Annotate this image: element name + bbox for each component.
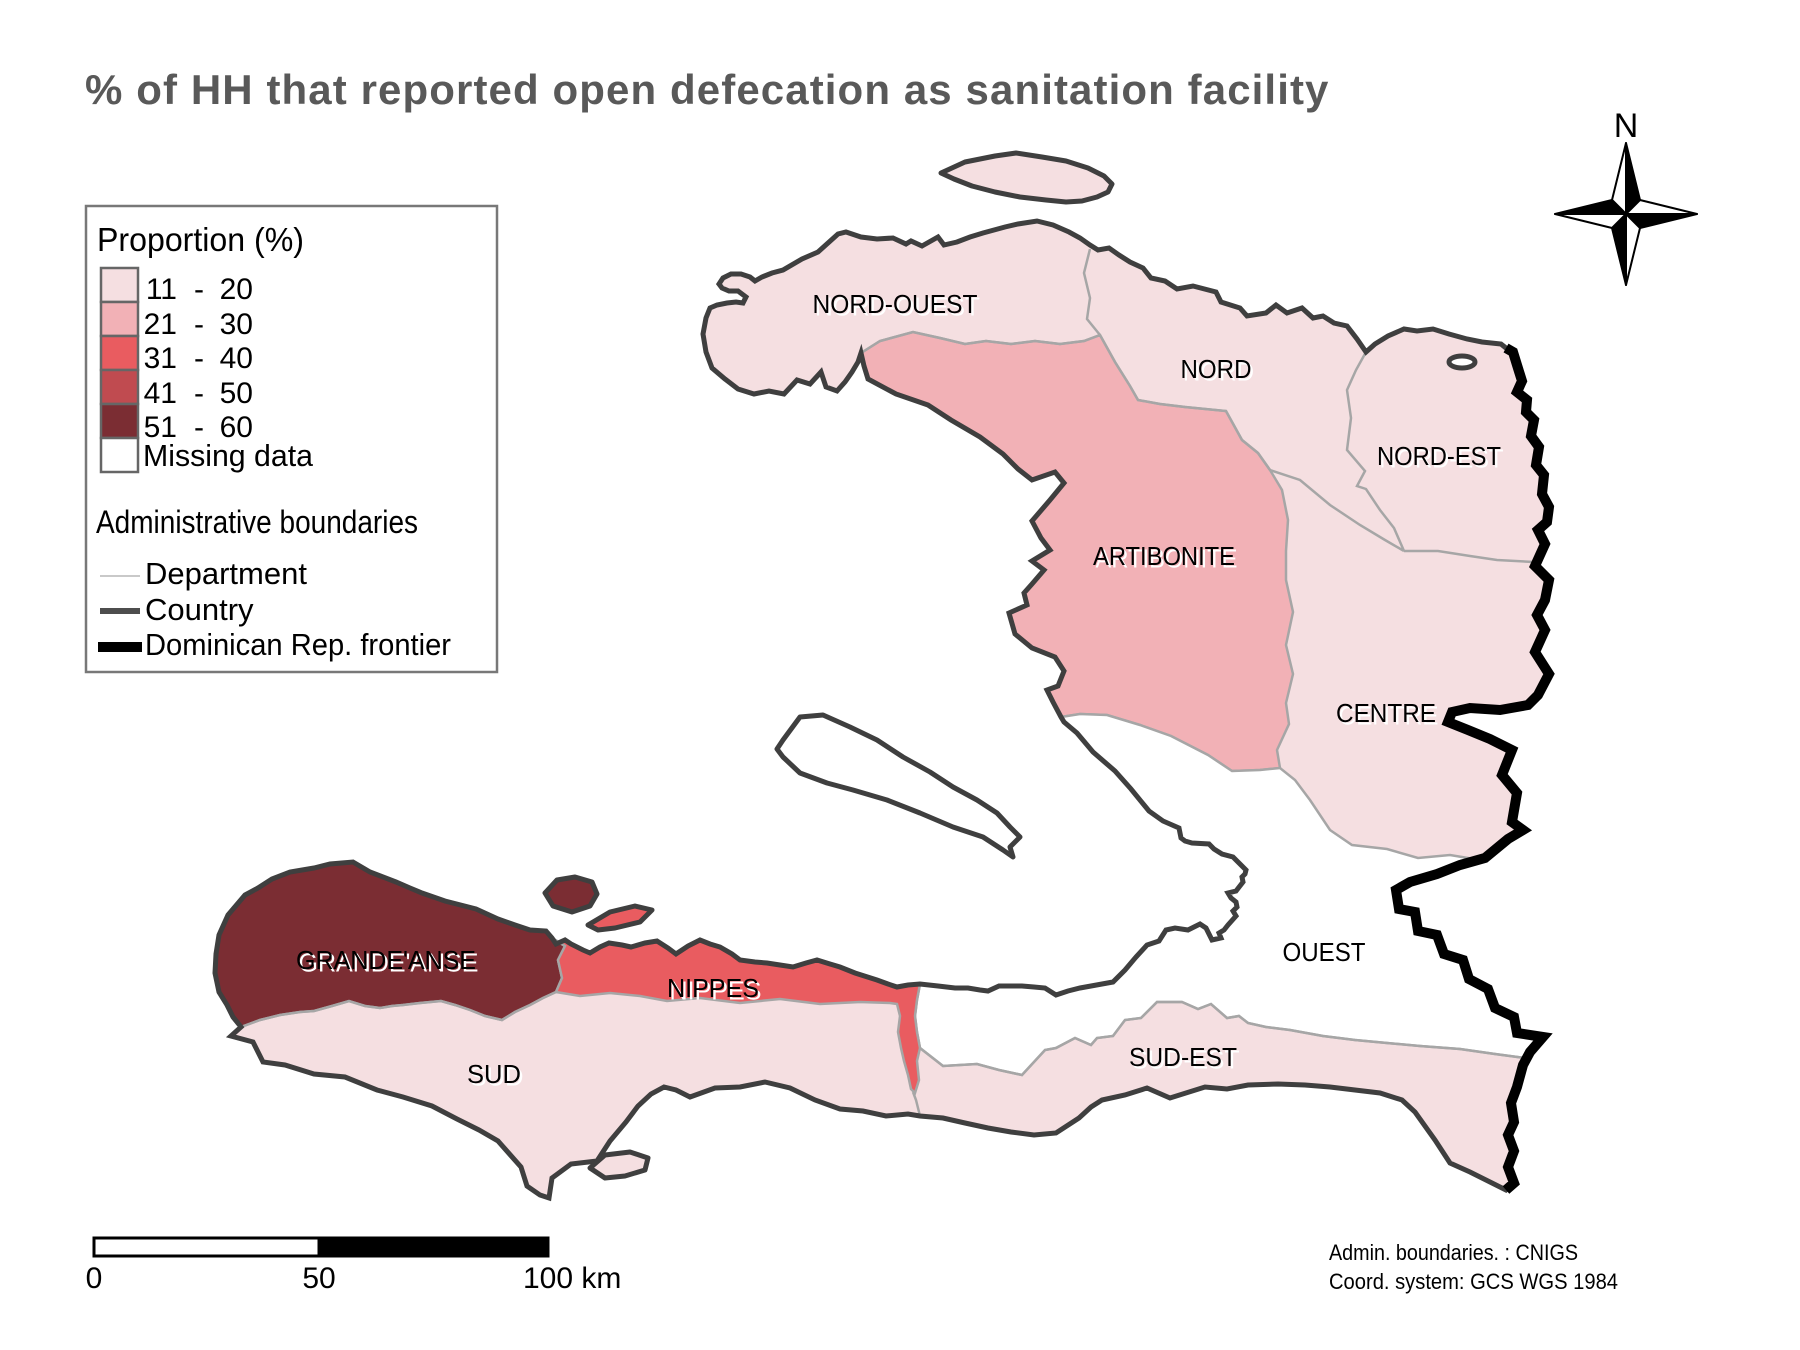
svg-text:NIPPES: NIPPES xyxy=(667,973,759,1003)
svg-text:-: - xyxy=(194,342,204,375)
svg-text:% of HH that reported open def: % of HH that reported open defecation as… xyxy=(85,66,1330,113)
svg-text:31: 31 xyxy=(144,342,177,375)
svg-text:NORD: NORD xyxy=(1183,357,1254,387)
svg-text:OUEST: OUEST xyxy=(1285,940,1368,970)
svg-text:NORD-EST: NORD-EST xyxy=(1377,441,1501,471)
svg-text:11: 11 xyxy=(146,273,177,306)
svg-text:GRANDE'ANSE: GRANDE'ANSE xyxy=(296,945,476,975)
svg-text:-: - xyxy=(194,377,204,410)
svg-text:-: - xyxy=(194,411,204,444)
svg-text:Administrative boundaries: Administrative boundaries xyxy=(96,504,418,540)
svg-text:SUD-EST: SUD-EST xyxy=(1129,1042,1237,1072)
svg-text:CENTRE: CENTRE xyxy=(1339,701,1439,731)
svg-text:30: 30 xyxy=(220,308,253,341)
svg-text:Department: Department xyxy=(145,556,307,591)
svg-text:SUD: SUD xyxy=(470,1062,524,1092)
svg-text:NIPPES: NIPPES xyxy=(670,976,762,1006)
svg-text:Coord. system: GCS WGS 1984: Coord. system: GCS WGS 1984 xyxy=(1329,1269,1618,1294)
svg-text:51: 51 xyxy=(144,411,177,444)
svg-text:CENTRE: CENTRE xyxy=(1336,698,1436,728)
svg-text:NORD-EST: NORD-EST xyxy=(1380,444,1504,474)
svg-text:NORD: NORD xyxy=(1181,354,1252,384)
svg-text:Country: Country xyxy=(145,592,254,627)
svg-text:50: 50 xyxy=(220,377,253,410)
svg-text:N: N xyxy=(1614,107,1639,145)
svg-text:50: 50 xyxy=(302,1262,335,1295)
svg-text:NORD-OUEST: NORD-OUEST xyxy=(813,289,978,319)
svg-text:-: - xyxy=(194,273,204,306)
svg-text:100 km: 100 km xyxy=(523,1262,621,1295)
svg-text:SUD: SUD xyxy=(467,1059,521,1089)
svg-text:Dominican Rep. frontier: Dominican Rep. frontier xyxy=(145,627,451,662)
svg-text:Proportion (%): Proportion (%) xyxy=(97,221,304,258)
svg-text:60: 60 xyxy=(220,411,253,444)
svg-text:0: 0 xyxy=(86,1262,103,1295)
svg-text:ARTIBONITE: ARTIBONITE xyxy=(1096,544,1238,574)
svg-text:41: 41 xyxy=(144,377,177,410)
svg-text:Admin. boundaries. : CNIGS: Admin. boundaries. : CNIGS xyxy=(1329,1240,1578,1265)
svg-text:40: 40 xyxy=(220,342,253,375)
svg-text:OUEST: OUEST xyxy=(1283,937,1366,967)
svg-text:20: 20 xyxy=(220,273,253,306)
svg-text:ARTIBONITE: ARTIBONITE xyxy=(1093,541,1235,571)
svg-text:Missing data: Missing data xyxy=(143,438,314,473)
svg-text:21: 21 xyxy=(144,308,177,341)
svg-text:-: - xyxy=(194,308,204,341)
svg-text:NORD-OUEST: NORD-OUEST xyxy=(815,292,980,322)
svg-text:SUD-EST: SUD-EST xyxy=(1132,1045,1240,1075)
svg-text:GRANDE'ANSE: GRANDE'ANSE xyxy=(299,948,479,978)
